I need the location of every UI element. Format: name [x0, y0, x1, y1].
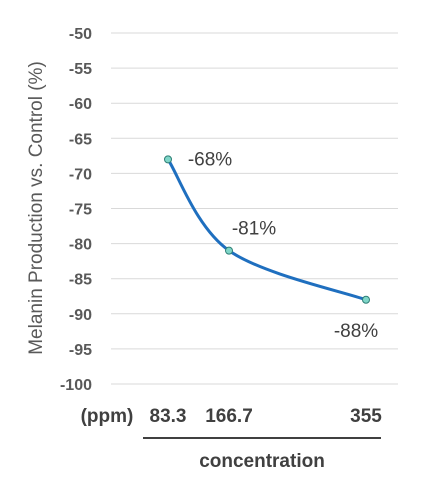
data-label: -68%: [188, 149, 232, 170]
y-tick-label: -60: [69, 96, 92, 113]
x-tick-label: 355: [350, 406, 382, 427]
y-tick-label: -55: [69, 61, 92, 78]
y-tick-label: -65: [69, 131, 92, 148]
y-tick-label: -90: [69, 307, 92, 324]
y-tick-label: -100: [60, 377, 92, 394]
y-tick-label: -75: [69, 202, 92, 219]
data-label: -81%: [232, 219, 276, 240]
data-point: [164, 155, 172, 164]
y-axis-ticks: -50 -55 -60 -65 -70 -75 -80 -85 -90 -95 -100: [60, 26, 92, 394]
y-tick-label: -95: [69, 342, 92, 359]
y-tick-label: -80: [69, 237, 92, 254]
data-markers: [164, 155, 370, 304]
x-axis-unit-label: (ppm): [81, 406, 134, 427]
data-point: [362, 295, 370, 304]
data-labels: -68% -81% -88%: [188, 149, 378, 341]
data-point: [225, 246, 233, 255]
y-tick-label: -70: [69, 166, 92, 183]
y-tick-label: -85: [69, 272, 92, 289]
y-tick-label: -50: [69, 26, 92, 43]
x-tick-label: 166.7: [205, 406, 253, 427]
x-axis-label: concentration: [199, 451, 325, 472]
x-axis-ticks: 83.3 166.7 355: [150, 406, 383, 427]
y-axis-label: Melanin Production vs. Control (%): [26, 61, 47, 355]
x-tick-label: 83.3: [150, 406, 187, 427]
data-label: -88%: [334, 321, 378, 342]
gridlines: [111, 32, 398, 385]
